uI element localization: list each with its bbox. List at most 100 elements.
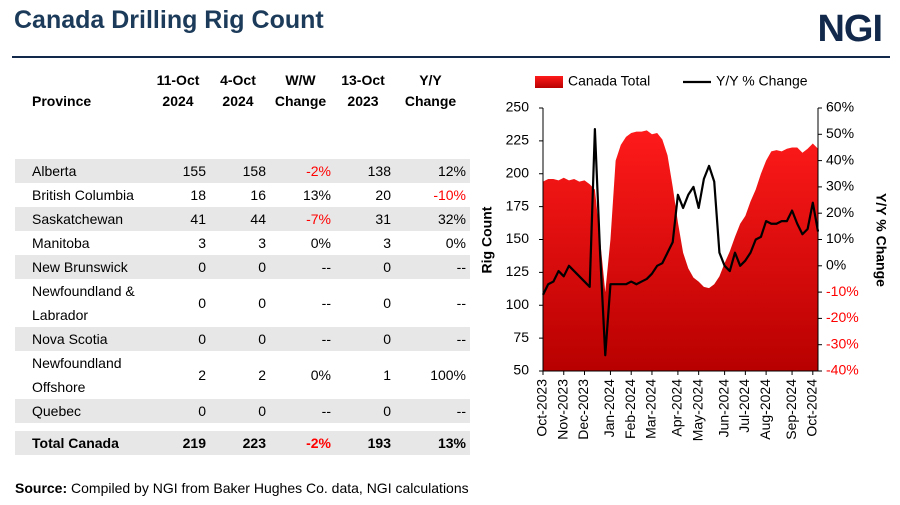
line: [542, 127, 820, 357]
table-cell: --: [270, 399, 335, 423]
y-tick-label: 100: [506, 296, 530, 312]
legend-label: Y/Y % Change: [716, 73, 808, 89]
table-cell: 100%: [430, 367, 466, 383]
table-cell: 41: [150, 207, 210, 231]
table-cell: 32%: [395, 207, 470, 231]
y2-tick-label: 60%: [826, 99, 854, 115]
total-table: Total Canada 219 223 -2% 193 13%: [15, 431, 470, 455]
table-cell: 0: [258, 295, 266, 311]
total-cell: 193: [335, 431, 395, 455]
table-cell: 0: [210, 327, 270, 351]
province-name: Quebec: [15, 399, 150, 423]
rig-table: Province 11-Oct 2024 4-Oct 2024 W/W Change 1…: [15, 62, 470, 423]
column-header: Y/Y Change: [404, 72, 457, 109]
source-label: Source:: [15, 480, 68, 496]
table-cell: 2: [258, 367, 266, 383]
table-header: Province 11-Oct 2024 4-Oct 2024 W/W Change 1…: [15, 62, 470, 159]
table-cell: --: [270, 327, 335, 351]
table-cell: -7%: [270, 207, 335, 231]
table-cell: 0%: [310, 235, 331, 251]
y2-axis-label: Y/Y % Change: [873, 193, 889, 287]
table-cell: 0: [383, 295, 391, 311]
x-tick-label: Oct-2023: [534, 379, 550, 437]
table-cell: 0%: [310, 367, 331, 383]
table-cell: --: [395, 399, 470, 423]
table-cell: 31: [335, 207, 395, 231]
table-cell: 18: [190, 187, 206, 203]
table-cell: 2: [198, 367, 206, 383]
table-cell: --: [395, 327, 470, 351]
total-cell: 223: [210, 431, 270, 455]
y2-tick-label: 40%: [826, 151, 854, 167]
table-cell: 155: [150, 159, 210, 183]
source-text: Compiled by NGI from Baker Hughes Co. da…: [71, 480, 469, 496]
table-cell: 44: [210, 207, 270, 231]
total-cell: -2%: [270, 431, 335, 455]
table-cell: 0%: [445, 235, 466, 251]
table-row: New Brunswick 0 0 -- 0 --: [15, 255, 470, 279]
x-tick-label: Apr-2024: [669, 379, 685, 437]
total-cell: Total Canada: [15, 431, 150, 455]
column-header: 13-Oct 2023: [341, 72, 385, 109]
table-row: Alberta 155 158 -2% 138 12%: [15, 159, 470, 183]
table-row: Quebec 0 0 -- 0 --: [15, 399, 470, 423]
y2-tick-label: -20%: [826, 309, 859, 325]
table-cell: 0: [150, 327, 210, 351]
table-cell: 0: [335, 327, 395, 351]
y-tick-label: 50: [513, 362, 529, 378]
table-cell: 0: [210, 399, 270, 423]
x-tick-label: Sep-2024: [783, 379, 799, 440]
y-axis-label: Rig Count: [479, 206, 495, 273]
total-cell: 219: [150, 431, 210, 455]
table-cell: 0: [210, 255, 270, 279]
x-tick-label: Oct-2024: [804, 379, 820, 437]
table-cell: 0: [150, 255, 210, 279]
x-tick-label: Jan-2024: [601, 379, 617, 438]
province-name: British Columbia: [32, 187, 134, 203]
total-cell: 13%: [395, 431, 470, 455]
legend-swatch: [535, 76, 563, 88]
column-header: 4-Oct 2024: [220, 72, 256, 109]
y-tick-label: 225: [506, 132, 530, 148]
table-cell: -10%: [433, 187, 466, 203]
table-cell: -2%: [270, 159, 335, 183]
y2-tick-label: -30%: [826, 335, 859, 351]
table-cell: 1: [383, 367, 391, 383]
y2-tick-label: 20%: [826, 204, 854, 220]
table-row: Nova Scotia 0 0 -- 0 --: [15, 327, 470, 351]
table-cell: 12%: [395, 159, 470, 183]
province-name: Newfoundland & Labrador: [32, 283, 135, 323]
column-header: 11-Oct 2024: [156, 72, 200, 109]
total-row: Total Canada 219 223 -2% 193 13%: [15, 431, 470, 455]
table-cell: 0: [335, 255, 395, 279]
x-tick-label: Aug-2024: [757, 379, 773, 440]
x-tick-label: Jul-2024: [736, 379, 752, 433]
x-tick-label: Nov-2023: [554, 379, 570, 440]
y2-tick-label: 30%: [826, 178, 854, 194]
table-cell: --: [321, 295, 331, 311]
area: [543, 130, 818, 371]
table-cell: 16: [250, 187, 266, 203]
x-tick-label: May-2024: [689, 379, 705, 441]
divider: [12, 56, 890, 58]
table-cell: --: [395, 255, 470, 279]
logo: NGI: [817, 8, 883, 50]
table-cell: 0: [150, 399, 210, 423]
province-name: Manitoba: [32, 235, 90, 251]
column-header: W/W Change: [274, 72, 327, 109]
page-title: Canada Drilling Rig Count: [14, 6, 324, 34]
column-header: Province: [32, 93, 92, 109]
province-name: Saskatchewan: [15, 207, 150, 231]
table-cell: 138: [335, 159, 395, 183]
source: Source: Compiled by NGI from Baker Hughe…: [15, 480, 469, 496]
x-tick-label: Dec-2023: [575, 379, 591, 440]
y-tick-label: 250: [506, 99, 530, 115]
province-name: Alberta: [15, 159, 150, 183]
x-tick-label: Jun-2024: [715, 379, 731, 438]
province-name: Newfoundland Offshore: [32, 355, 122, 395]
y-tick-label: 200: [506, 164, 530, 180]
legend-label: Canada Total: [568, 73, 650, 89]
table-row: British Columbia 18 16 13% 20 -10%: [15, 183, 470, 207]
